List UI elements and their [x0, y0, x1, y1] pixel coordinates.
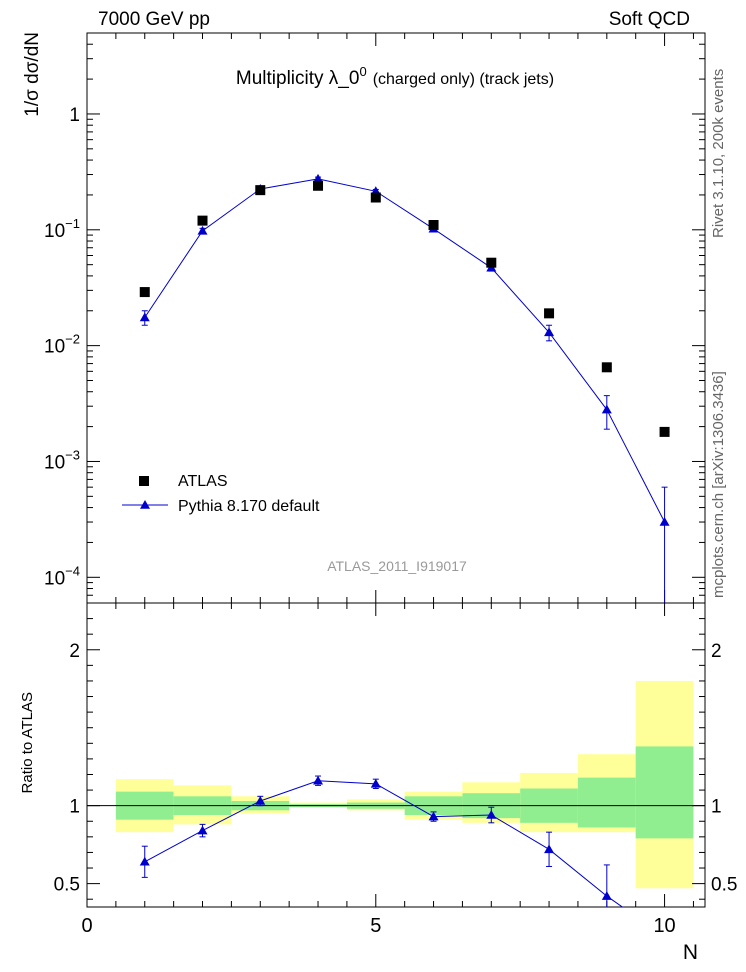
ratio-y-tick-label: 0.5: [54, 875, 80, 896]
ratio-series-group: [139, 775, 624, 907]
ratio-ylabel: Ratio to ATLAS: [19, 692, 36, 793]
main-y-tick-label: 10−2: [44, 332, 80, 358]
x-tick-label: 5: [370, 915, 381, 937]
plot-title-rest: (charged only) (track jets): [373, 71, 554, 88]
data-point: [255, 185, 266, 196]
ratio-mc-point: [544, 844, 555, 854]
ratio-y-tick-label-right: 0.5: [711, 875, 737, 896]
ratio-plot: 0 5 10 0.5 0.5 1 1 2 2: [54, 602, 737, 937]
data-point: [428, 220, 439, 231]
side-mcplots: mcplots.cern.ch [arXiv:1306.3436]: [710, 371, 727, 598]
side-rivet: Rivet 3.1.10, 200k events: [710, 69, 727, 238]
mc-point: [544, 327, 555, 337]
data-point: [601, 362, 612, 373]
x-tick-label: 0: [81, 915, 92, 937]
legend-label-pythia: Pythia 8.170 default: [178, 498, 320, 515]
ratio-band-inner: [635, 746, 694, 839]
ratio-y-tick-label: 2: [69, 641, 80, 662]
ratio-y-tick-label-right: 1: [711, 797, 722, 818]
header-left: 7000 GeV pp: [98, 9, 210, 30]
data-point: [139, 287, 150, 298]
ratio-frame: [86, 602, 706, 908]
plot-title: Multiplicity λ_00 (charged only) (track j…: [236, 64, 554, 89]
main-y-tick-label: 10−3: [44, 447, 80, 473]
main-plot: 10−4 10−3 10−2 10−1 1: [44, 32, 706, 604]
ratio-mc-point: [139, 856, 150, 866]
mc-point: [601, 404, 612, 414]
main-y-tick-label: 10−1: [44, 216, 80, 242]
legend-label-atlas: ATLAS: [178, 473, 228, 490]
mc-point: [139, 312, 150, 322]
data-point: [544, 308, 555, 319]
ratio-y-tick-label: 1: [69, 797, 80, 818]
main-y-tick-label: 10−4: [44, 563, 80, 589]
watermark: ATLAS_2011_I919017: [327, 558, 467, 574]
ratio-mc-point: [486, 810, 497, 819]
plot-title-main: Multiplicity λ_0: [236, 68, 360, 89]
ratio-band-inner: [577, 777, 636, 828]
main-y-tick-label: 1: [69, 105, 80, 126]
main-frame: [86, 32, 706, 604]
chart-labels: 7000 GeV pp Soft QCD Rivet 3.1.10, 200k …: [19, 9, 727, 964]
data-point: [197, 215, 208, 226]
data-point: [659, 426, 670, 437]
mc-line: [144, 178, 666, 523]
plot-title-sup: 0: [359, 64, 366, 79]
ratio-mc-point: [370, 778, 381, 788]
legend-marker-pythia: [140, 500, 150, 509]
ratio-mc-point: [428, 811, 439, 821]
ratio-mc-point: [255, 795, 266, 805]
xaxis-label: N: [683, 941, 698, 964]
data-point: [313, 180, 324, 191]
header-right: Soft QCD: [609, 9, 690, 30]
ratio-mc-point: [313, 775, 324, 785]
ratio-mc-line: [144, 780, 624, 907]
ratio-y-tick-label-right: 2: [711, 641, 722, 662]
ratio-mc-point: [601, 891, 612, 900]
data-point: [486, 257, 497, 268]
data-point: [370, 192, 381, 203]
legend-marker-atlas: [139, 476, 149, 486]
ratio-mc-point: [197, 825, 208, 835]
main-ylabel: 1/σ dσ/dN: [22, 32, 43, 117]
mc-point: [313, 173, 324, 183]
x-tick-label: 10: [653, 915, 675, 937]
mc-point: [659, 517, 670, 526]
mc-point: [197, 225, 208, 235]
